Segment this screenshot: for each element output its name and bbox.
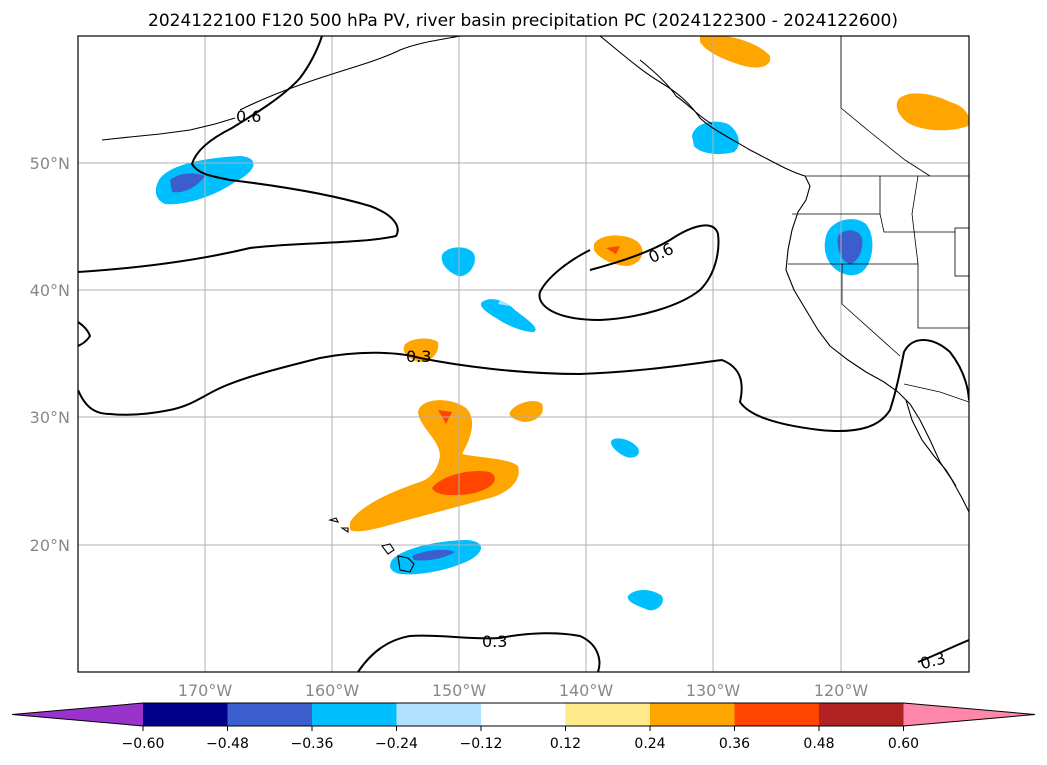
positive-anomaly-43n-138w-core bbox=[606, 246, 620, 254]
negative-anomaly-28n-137w bbox=[610, 438, 639, 458]
negative-anomaly-vancouver-island bbox=[692, 121, 739, 154]
colorbar-segment bbox=[312, 703, 397, 726]
colorbar-tick-label: 0.60 bbox=[888, 736, 919, 752]
pv-contour-0.6-east bbox=[538, 224, 720, 322]
negative-anomaly-oregon-core bbox=[837, 230, 863, 264]
precipitation-shading bbox=[155, 36, 969, 611]
lon-label-170w: 170°W bbox=[178, 681, 233, 700]
positive-anomaly-plume-core bbox=[432, 470, 495, 496]
colorbar-tick-label: 0.36 bbox=[719, 736, 750, 752]
lon-label-120w: 120°W bbox=[814, 681, 869, 700]
colorbar-segment bbox=[227, 703, 313, 726]
negative-anomaly-hawaii-core bbox=[412, 549, 455, 561]
colorbar-tick-label: −0.60 bbox=[122, 736, 165, 752]
colorbar-segment bbox=[481, 703, 566, 726]
coastline-aleutians bbox=[101, 117, 236, 141]
contour-label-0.3-se: 0.3 bbox=[918, 648, 948, 673]
colorbar-segment bbox=[143, 703, 228, 726]
colorbar-segment bbox=[396, 703, 482, 726]
colorbar-tick-label: −0.36 bbox=[291, 736, 334, 752]
colorbar-tick-label: −0.12 bbox=[460, 736, 503, 752]
border-oregon-california bbox=[788, 263, 969, 329]
latitude-labels: 50°N 40°N 30°N 20°N bbox=[30, 154, 70, 555]
contour-label-0.3-mid: 0.3 bbox=[406, 347, 431, 366]
negative-anomaly-42n-151w bbox=[441, 247, 475, 277]
negative-anomaly-16n-134w bbox=[627, 590, 663, 611]
colorbar-tick-label: −0.48 bbox=[206, 736, 249, 752]
contour-label-0.6-nw: 0.6 bbox=[236, 107, 261, 126]
negative-anomaly-nw-pacific-core bbox=[170, 173, 205, 193]
border-idaho bbox=[879, 175, 919, 265]
negative-anomaly-38n-146w-rim bbox=[498, 300, 510, 306]
map-frame bbox=[77, 35, 970, 673]
lat-label-40n: 40°N bbox=[30, 281, 70, 300]
colorbar-tick-label: 0.48 bbox=[803, 736, 834, 752]
positive-anomaly-canada-interior bbox=[896, 93, 969, 131]
colorbar-extend-low bbox=[12, 703, 143, 726]
colorbar-segment bbox=[565, 703, 651, 726]
border-us-mexico bbox=[903, 383, 969, 403]
lat-label-20n: 20°N bbox=[30, 536, 70, 555]
colorbar: −0.60 −0.48 −0.36 −0.24 −0.12 0.12 0.24 0.36 0.4… bbox=[11, 702, 1036, 752]
pv-contour-0.3-west-edge bbox=[78, 321, 92, 347]
map-background bbox=[78, 36, 969, 672]
figure-title: 2024122100 F120 500 hPa PV, river basin … bbox=[148, 11, 898, 31]
coastline-gulf-of-alaska bbox=[599, 36, 806, 177]
pv-contour-0.3-se-corner bbox=[917, 639, 969, 663]
contour-label-0.3-south: 0.3 bbox=[482, 632, 507, 651]
negative-anomaly-38n-146w bbox=[480, 299, 536, 332]
lon-label-150w: 150°W bbox=[432, 681, 487, 700]
colorbar-segment bbox=[819, 703, 904, 726]
lat-label-30n: 30°N bbox=[30, 408, 70, 427]
colorbar-extend-high bbox=[903, 703, 1035, 726]
coastlines bbox=[101, 36, 969, 573]
colorbar-tick-label: −0.24 bbox=[375, 736, 418, 752]
coastline-us-west bbox=[785, 175, 969, 513]
coastline-alaska bbox=[239, 36, 461, 111]
positive-anomaly-plume bbox=[350, 400, 519, 532]
colorbar-segment bbox=[650, 703, 735, 726]
border-montana-wyoming bbox=[954, 227, 969, 277]
longitude-labels: 170°W 160°W 150°W 140°W 130°W 120°W bbox=[178, 681, 869, 700]
border-california-nevada bbox=[841, 264, 901, 357]
lon-label-130w: 130°W bbox=[686, 681, 741, 700]
coastline-british-columbia bbox=[639, 59, 713, 125]
map-area: 0.6 0.6 0.3 0.3 0.3 50°N 40°N 30°N 20°N … bbox=[30, 35, 970, 700]
lon-label-160w: 160°W bbox=[305, 681, 360, 700]
colorbar-tick-label: 0.12 bbox=[550, 736, 581, 752]
border-canada-provinces bbox=[840, 36, 931, 177]
lon-label-140w: 140°W bbox=[559, 681, 614, 700]
border-oregon-washington bbox=[792, 213, 955, 233]
colorbar-tick-label: 0.24 bbox=[634, 736, 665, 752]
coastline-baja-gulf bbox=[905, 399, 957, 487]
pv-contours bbox=[78, 36, 969, 672]
coastline-hawaii bbox=[328, 517, 415, 573]
pv-contour-0.3-mid bbox=[78, 339, 969, 432]
positive-anomaly-alaska-panhandle bbox=[700, 36, 771, 68]
political-borders bbox=[788, 36, 969, 403]
lat-label-50n: 50°N bbox=[30, 154, 70, 173]
pv-contour-0.3-south bbox=[357, 632, 601, 672]
colorbar-segment bbox=[734, 703, 820, 726]
pv-contour-0.6-north bbox=[78, 36, 399, 273]
